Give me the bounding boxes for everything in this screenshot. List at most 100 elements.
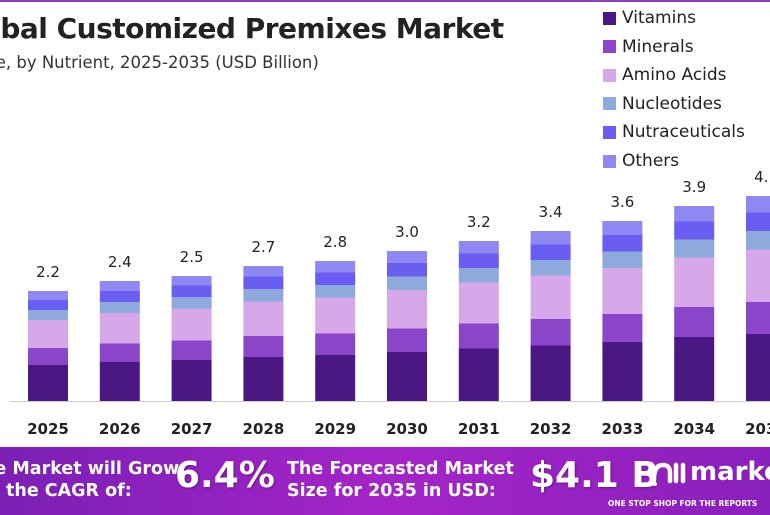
- legend-swatch: [603, 40, 616, 54]
- bar-segment-amino-acids: [28, 320, 68, 348]
- bar-segment-nucleotides: [674, 239, 715, 258]
- legend-item: Minerals: [603, 37, 694, 57]
- x-tick-label: 2031: [458, 420, 500, 438]
- bar-segment-others: [387, 251, 427, 263]
- total-label: 3.9: [682, 178, 706, 196]
- bar-segment-others: [243, 266, 284, 277]
- legend-label: Nutraceuticals: [622, 122, 745, 143]
- legend-item: Vitamins: [603, 8, 696, 28]
- bar-segment-nucleotides: [99, 302, 140, 313]
- bar-segment-minerals: [458, 323, 499, 349]
- bar-segment-nucleotides: [243, 289, 284, 302]
- forecast-text-line2: Size for 2035 in USD:: [287, 481, 496, 501]
- bar-segment-minerals: [28, 348, 68, 365]
- bar-segment-others: [171, 276, 212, 286]
- total-label: 2.4: [108, 253, 132, 271]
- bar-segment-others: [602, 221, 643, 235]
- bar-segment-minerals: [99, 343, 140, 362]
- bar-segment-vitamins: [602, 342, 643, 401]
- summary-banner: The Market will Grow At the CAGR of: 6.4…: [0, 447, 770, 515]
- bar-segment-amino-acids: [746, 249, 770, 302]
- total-label: 3.4: [539, 203, 563, 221]
- bar-segment-nutraceuticals: [28, 300, 68, 310]
- bar-segment-nutraceuticals: [243, 276, 284, 289]
- bar-segment-nutraceuticals: [602, 235, 643, 252]
- legend-label: Nucleotides: [622, 93, 722, 114]
- forecast-text-line1: The Forecasted Market: [287, 459, 514, 479]
- bar-segment-others: [315, 261, 356, 273]
- bar-segment-minerals: [602, 314, 643, 342]
- bar-segment-amino-acids: [243, 301, 284, 336]
- x-tick-label: 2033: [602, 420, 644, 438]
- total-label: 3.2: [467, 213, 491, 231]
- x-tick-label: 2026: [99, 420, 141, 438]
- bar-segment-nucleotides: [387, 276, 427, 290]
- x-tick-label: 2034: [673, 420, 715, 438]
- brand-logo: market.us: [650, 457, 770, 487]
- cagr-text-line2: At the CAGR of:: [0, 481, 132, 501]
- bar-segment-minerals: [674, 307, 715, 337]
- bar-segment-amino-acids: [315, 297, 356, 334]
- cagr-text-line1: The Market will Grow: [0, 459, 180, 479]
- bar-segment-vitamins: [674, 337, 715, 401]
- bar-segment-others: [746, 196, 770, 213]
- total-label: 4.1: [754, 168, 770, 186]
- legend-label: Amino Acids: [622, 65, 727, 86]
- bar-segment-amino-acids: [458, 282, 499, 324]
- total-label: 2.8: [323, 233, 347, 251]
- bar-segment-minerals: [746, 302, 770, 334]
- bar-segment-others: [530, 231, 571, 245]
- legend-item: Others: [603, 151, 679, 171]
- bar-segment-nucleotides: [458, 268, 499, 283]
- bar-segment-nutraceuticals: [458, 253, 499, 268]
- bar-segment-nutraceuticals: [315, 272, 356, 285]
- bar-segment-others: [674, 206, 715, 222]
- legend-swatch: [603, 68, 616, 82]
- total-label: 3.6: [610, 193, 634, 211]
- logo-mark-icon: [651, 462, 686, 486]
- bar-segment-amino-acids: [387, 290, 427, 329]
- bar-segment-vitamins: [387, 352, 427, 401]
- bar-segment-nucleotides: [171, 297, 212, 309]
- legend-label: Minerals: [622, 36, 694, 57]
- bar-segment-nutraceuticals: [99, 291, 140, 302]
- x-tick-label: 2030: [386, 420, 428, 438]
- x-tick-label: 2035: [745, 420, 770, 438]
- bar-segment-minerals: [530, 319, 571, 346]
- x-tick-label: 2028: [243, 420, 285, 438]
- total-label: 3.0: [395, 223, 419, 241]
- legend-item: Nutraceuticals: [603, 122, 745, 142]
- legend-swatch: [603, 11, 616, 25]
- bar-segment-minerals: [171, 340, 212, 360]
- x-tick-label: 2029: [314, 420, 356, 438]
- bar-segment-nutraceuticals: [387, 263, 427, 277]
- legend-swatch: [603, 125, 616, 139]
- cagr-value: 6.4%: [175, 455, 275, 496]
- legend-item: Amino Acids: [603, 65, 727, 85]
- top-border: [0, 0, 770, 2]
- bar-segment-vitamins: [746, 334, 770, 401]
- bar-segment-vitamins: [99, 362, 140, 401]
- chart-title: Global Customized Premixes Market: [0, 12, 504, 45]
- bar-segment-amino-acids: [674, 257, 715, 307]
- bar-segment-minerals: [243, 336, 284, 357]
- x-tick-label: 2032: [530, 420, 572, 438]
- bar-segment-nucleotides: [530, 260, 571, 276]
- bar-segment-nutraceuticals: [171, 285, 212, 297]
- total-label: 2.7: [251, 238, 275, 256]
- legend-label: Others: [622, 151, 680, 171]
- bar-segment-nucleotides: [746, 231, 770, 250]
- bar-segment-amino-acids: [602, 268, 643, 314]
- bar-segment-vitamins: [458, 348, 499, 401]
- bar-segment-nucleotides: [315, 285, 356, 298]
- bar-segment-nutraceuticals: [674, 221, 715, 240]
- legend-swatch: [603, 154, 616, 168]
- bar-segment-amino-acids: [99, 313, 140, 344]
- bar-segment-nutraceuticals: [746, 212, 770, 231]
- bar-segment-vitamins: [28, 365, 68, 401]
- bar-segment-vitamins: [315, 355, 356, 401]
- bar-segment-vitamins: [171, 360, 212, 401]
- bar-segment-vitamins: [243, 357, 284, 401]
- total-label: 2.2: [36, 263, 60, 281]
